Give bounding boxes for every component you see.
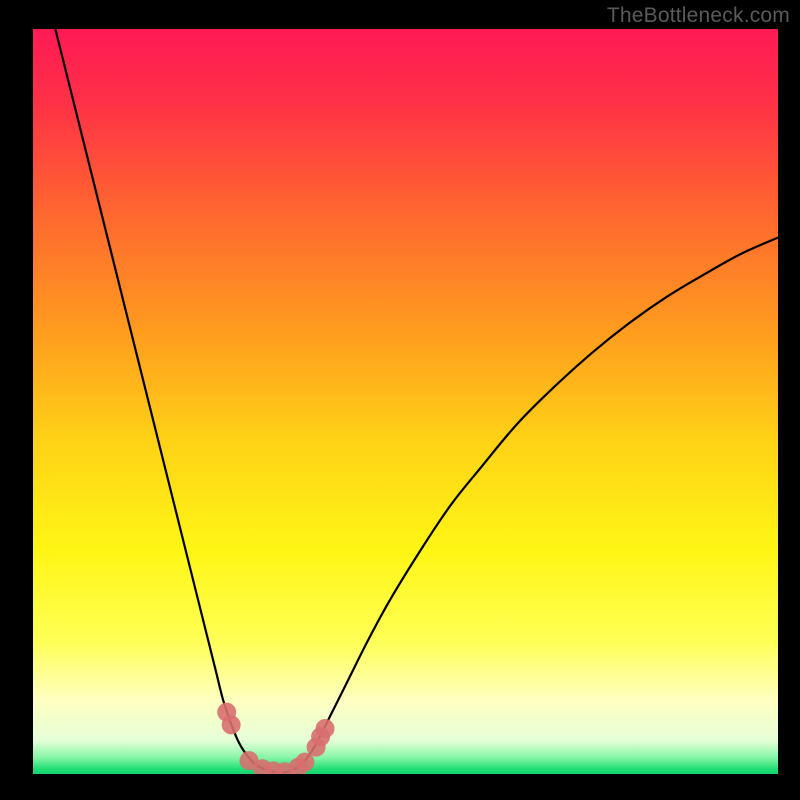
- watermark-text: TheBottleneck.com: [607, 4, 790, 28]
- highlight-markers: [33, 29, 778, 774]
- marker-point: [316, 719, 335, 738]
- marker-point: [222, 715, 241, 734]
- chart-frame: TheBottleneck.com: [0, 0, 800, 800]
- plot-area: [33, 29, 778, 774]
